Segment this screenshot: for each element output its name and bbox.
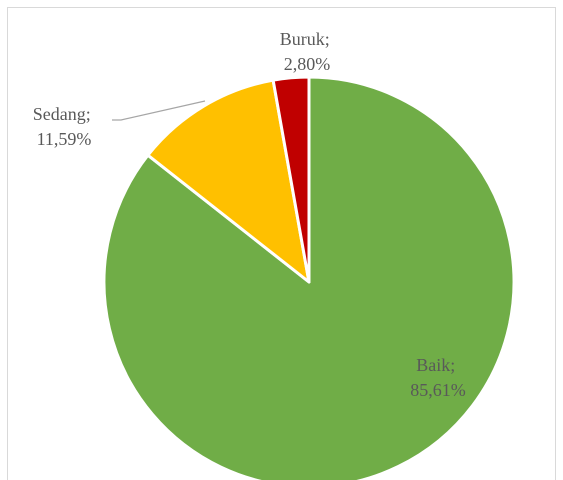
data-label-sedang-name: Sedang; — [33, 104, 91, 124]
slices-layer — [102, 75, 516, 480]
data-label-buruk-name: Buruk; — [280, 29, 330, 49]
data-label-sedang: Sedang; 11,59% — [33, 104, 96, 149]
pie-slice-sedang — [146, 78, 311, 284]
data-label-buruk-value: 2,80% — [284, 54, 331, 74]
data-label-buruk: Buruk; 2,80% — [280, 29, 335, 74]
data-label-baik-name: Baik; — [416, 355, 455, 375]
pie-slice-buruk — [271, 75, 311, 284]
data-label-baik: Baik; 85,61% — [410, 355, 466, 400]
leader-line-sedang — [112, 100, 206, 121]
data-label-baik-value: 85,61% — [410, 380, 466, 400]
data-label-sedang-value: 11,59% — [37, 129, 92, 149]
